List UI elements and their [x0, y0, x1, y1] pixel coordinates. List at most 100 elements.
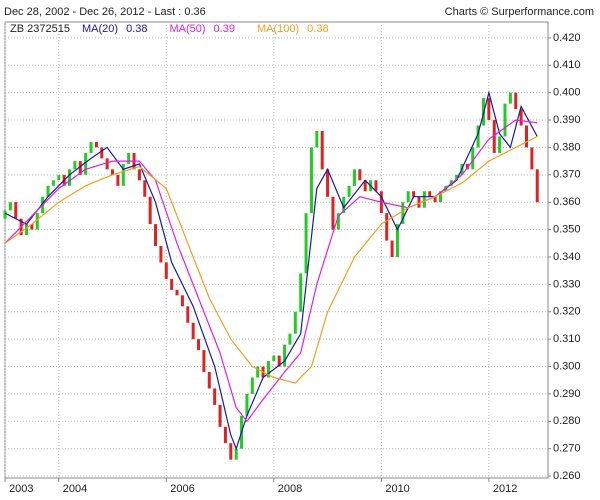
- candle: [476, 125, 480, 148]
- candle: [320, 131, 324, 170]
- candle: [438, 191, 442, 203]
- instrument: ZB 2372515: [10, 23, 70, 35]
- y-tick-label: 0.290: [553, 388, 581, 400]
- candle: [46, 185, 50, 197]
- ma-line: [4, 90, 538, 451]
- candle: [127, 152, 131, 164]
- candle: [363, 180, 367, 192]
- candle: [471, 147, 475, 170]
- candles: [3, 92, 539, 460]
- candle: [395, 224, 399, 257]
- candle: [218, 404, 222, 427]
- candle: [137, 169, 141, 181]
- candle: [342, 196, 346, 214]
- legend-value: 0.38: [126, 23, 147, 35]
- candle: [202, 350, 206, 373]
- y-tick-label: 0.320: [553, 306, 581, 318]
- candle: [35, 213, 39, 230]
- x-tick-label: 2012: [493, 483, 517, 495]
- y-tick-label: 0.310: [553, 333, 581, 345]
- y-tick-label: 0.410: [553, 59, 581, 71]
- y-tick-label: 0.380: [553, 141, 581, 153]
- candle: [487, 98, 491, 121]
- candle: [326, 169, 330, 197]
- y-tick-label: 0.260: [553, 470, 581, 482]
- candle: [197, 339, 201, 351]
- candle: [503, 103, 507, 137]
- candle: [159, 246, 163, 263]
- source: Charts © Surperformance.com: [445, 6, 594, 18]
- candle: [508, 92, 512, 104]
- candle: [154, 224, 158, 247]
- y-tick-label: 0.300: [553, 360, 581, 372]
- candle: [347, 185, 351, 197]
- candle: [14, 202, 18, 219]
- legend-name: MA(100): [257, 23, 299, 35]
- candle: [25, 224, 29, 236]
- candle: [191, 322, 195, 340]
- y-tick-label: 0.370: [553, 169, 581, 181]
- candle: [266, 361, 270, 378]
- ma-line: [4, 135, 538, 384]
- candle: [498, 136, 502, 153]
- candle: [331, 196, 335, 230]
- candle: [535, 169, 539, 203]
- candle: [3, 210, 7, 219]
- candle: [245, 393, 249, 416]
- legend: ZB 2372515 MA(20) 0.38 MA(50) 0.39 MA(100) 0.…: [10, 23, 329, 35]
- candle: [374, 180, 378, 192]
- legend-name: MA(20): [82, 23, 118, 35]
- y-tick-label: 0.400: [553, 87, 581, 99]
- candle: [455, 174, 459, 181]
- candle: [100, 147, 104, 159]
- candle: [223, 426, 227, 444]
- legend-value: 0.38: [307, 23, 328, 35]
- candle: [73, 161, 77, 170]
- candle: [358, 169, 362, 181]
- candle: [116, 174, 120, 186]
- candle: [401, 202, 405, 225]
- candle: [309, 147, 313, 214]
- candle: [57, 174, 61, 181]
- x-tick-label: 2004: [63, 483, 87, 495]
- candle: [229, 443, 233, 460]
- candle: [121, 163, 125, 186]
- candle: [304, 213, 308, 274]
- x-tick-label: 2010: [385, 483, 409, 495]
- candle: [530, 147, 534, 170]
- candle: [390, 240, 394, 257]
- candle: [213, 388, 217, 405]
- candle: [94, 141, 98, 148]
- legend-value: 0.39: [214, 23, 235, 35]
- y-tick-label: 0.360: [553, 196, 581, 208]
- candle: [207, 372, 211, 389]
- candle: [89, 141, 93, 153]
- candle: [277, 355, 281, 367]
- candle: [299, 273, 303, 312]
- candle: [256, 366, 260, 378]
- candle: [315, 131, 319, 148]
- candle: [8, 202, 12, 211]
- candle: [465, 163, 469, 170]
- y-tick-label: 0.420: [553, 32, 581, 44]
- candle: [68, 169, 72, 186]
- candle: [524, 125, 528, 148]
- candle: [105, 158, 109, 170]
- grid: 0.260 0.270 0.280 0.290 0.300 0.310 0.320 0.330…: [4, 22, 581, 495]
- candle: [492, 120, 496, 153]
- candle: [164, 262, 168, 279]
- candle: [514, 92, 518, 110]
- candle: [428, 191, 432, 197]
- candle: [30, 224, 34, 230]
- candle: [283, 344, 287, 367]
- candle: [234, 448, 238, 460]
- x-tick-label: 2003: [9, 483, 33, 495]
- candle: [78, 161, 82, 175]
- candle: [519, 109, 523, 126]
- candle: [288, 333, 292, 345]
- candle: [293, 311, 297, 334]
- candle: [422, 191, 426, 208]
